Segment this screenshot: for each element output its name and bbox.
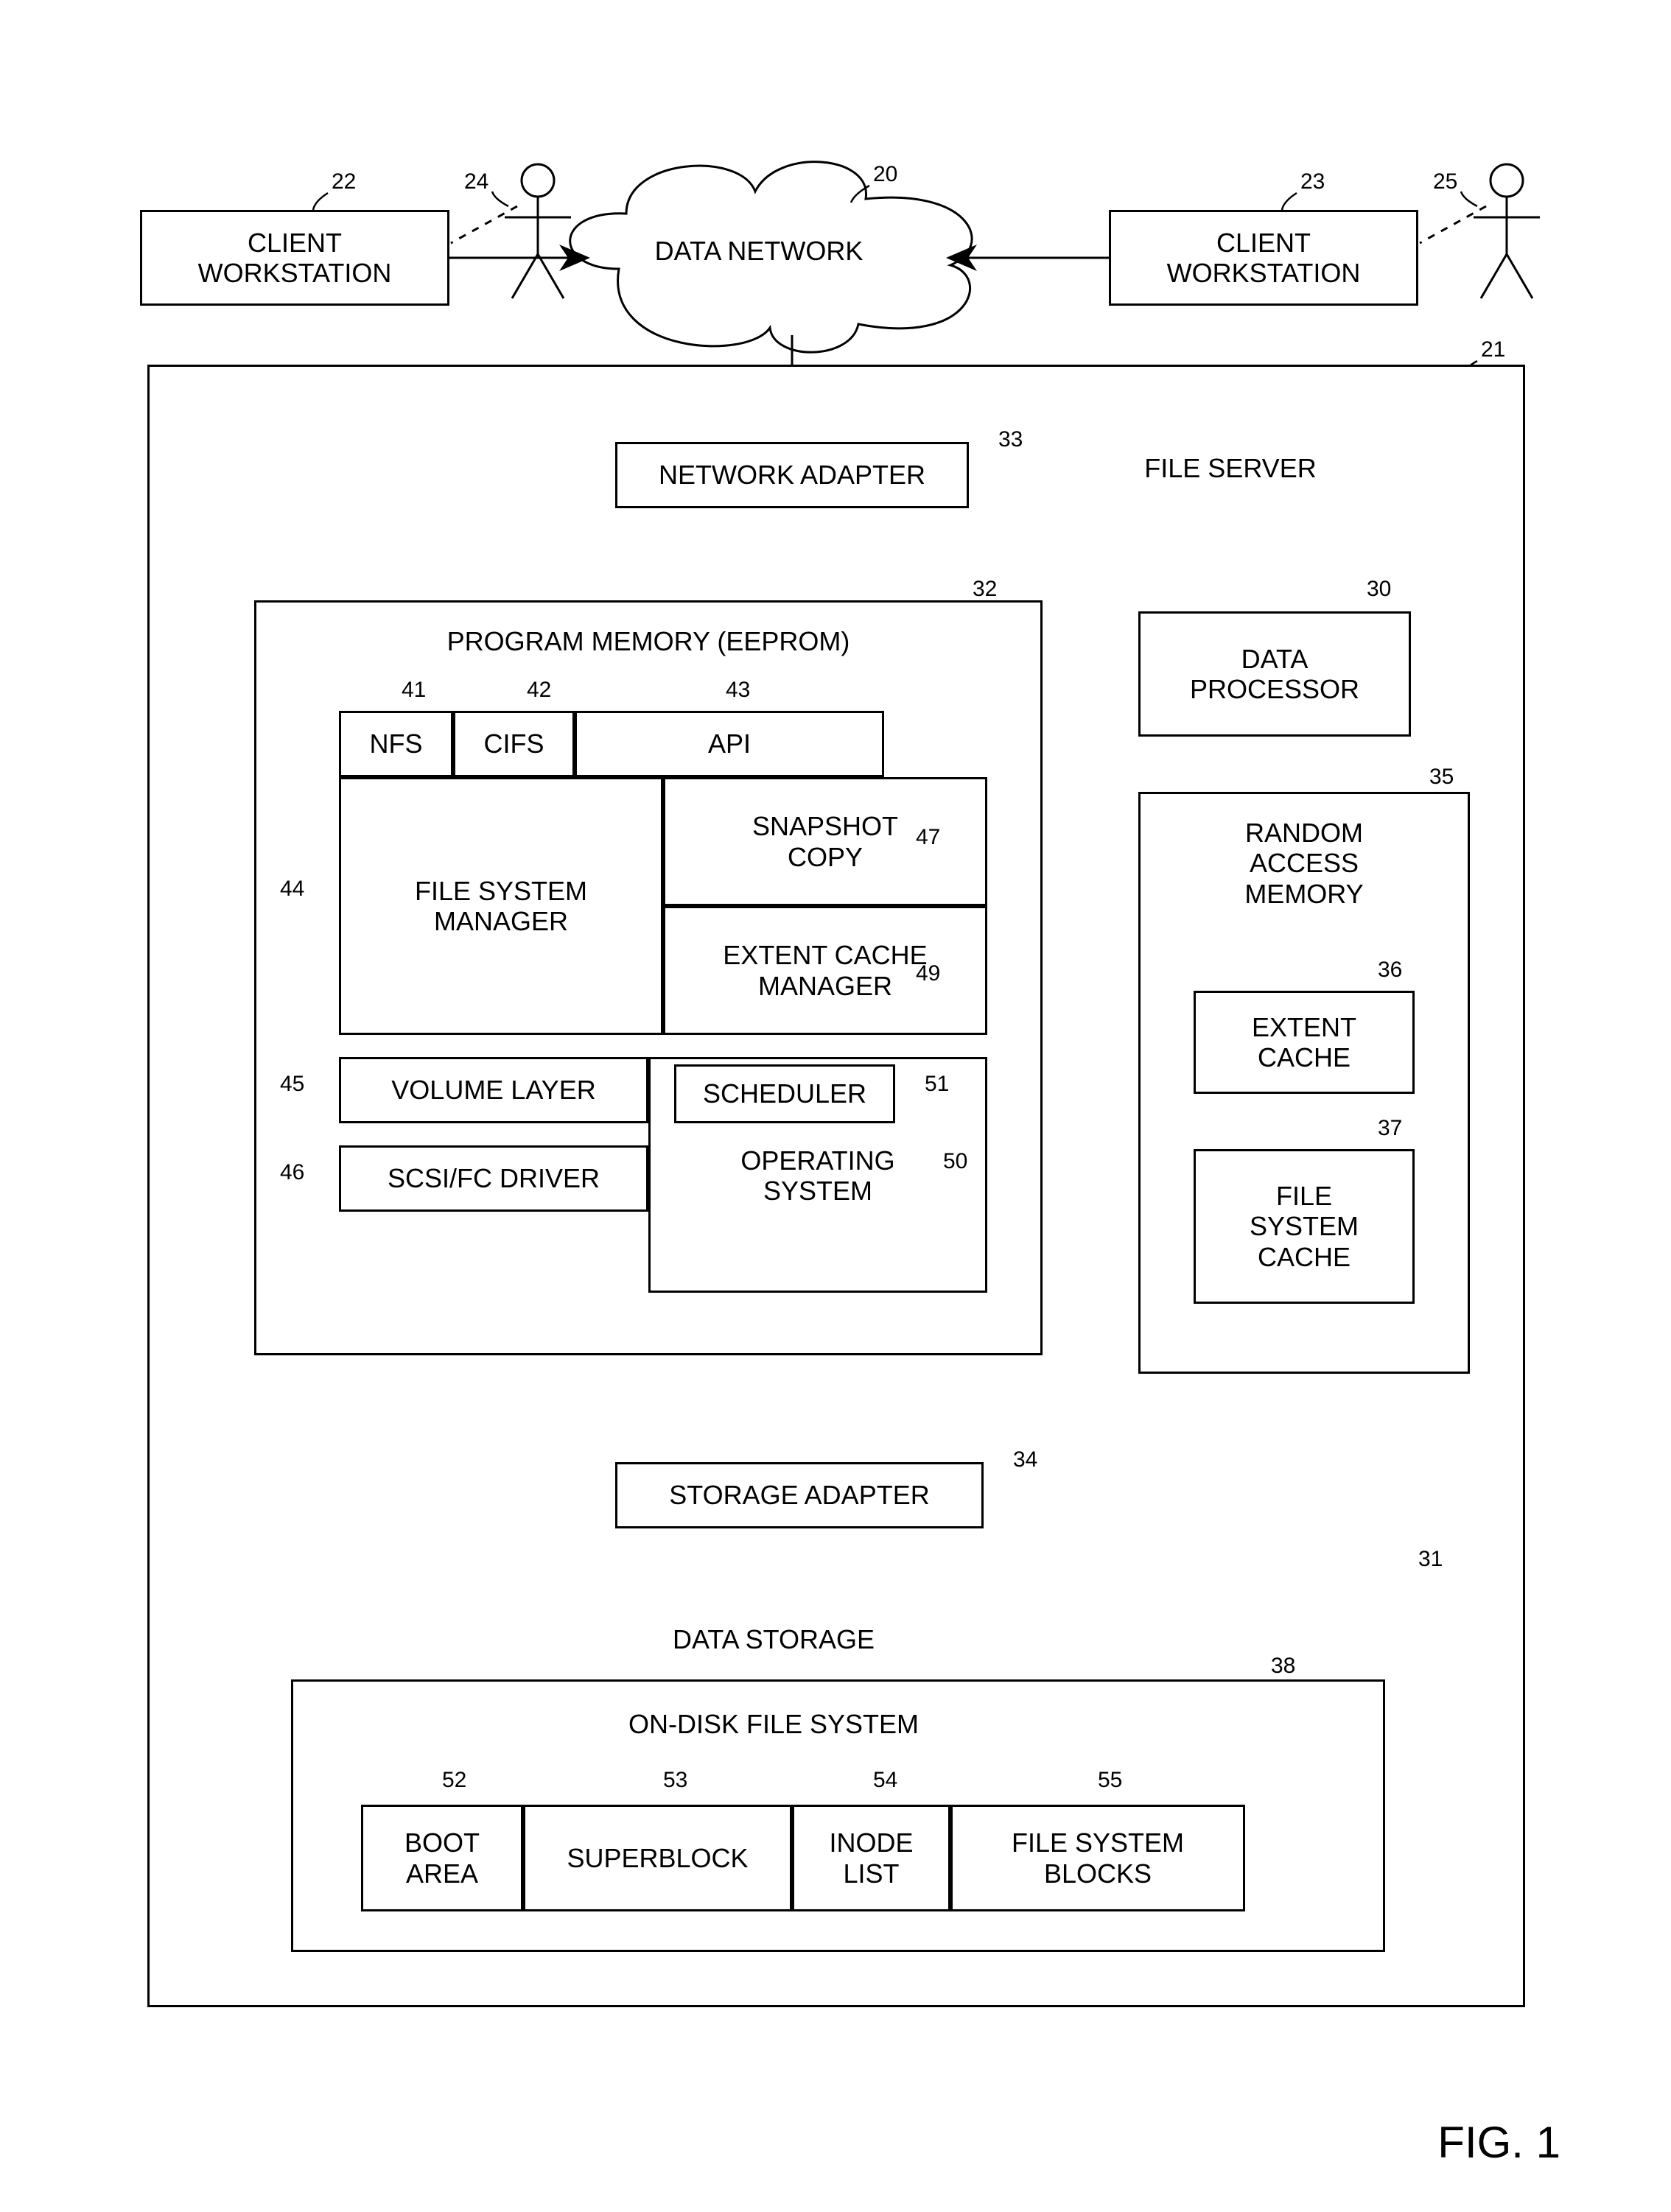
node-inode_list: INODELIST bbox=[792, 1805, 950, 1911]
refnum-22: 22 bbox=[332, 169, 356, 194]
refnum-41: 41 bbox=[402, 678, 426, 703]
label-data_network: DATA NETWORK bbox=[612, 236, 906, 266]
node-volume_layer: VOLUME LAYER bbox=[339, 1057, 648, 1123]
node-superblock: SUPERBLOCK bbox=[523, 1805, 792, 1911]
refnum-34: 34 bbox=[1013, 1447, 1037, 1472]
refnum-45: 45 bbox=[280, 1072, 304, 1097]
node-label: FILE SYSTEMMANAGER bbox=[415, 876, 587, 937]
node-boot_area: BOOTAREA bbox=[361, 1805, 523, 1911]
node-label: FILESYSTEMCACHE bbox=[1250, 1181, 1359, 1272]
refnum-tick bbox=[313, 193, 328, 210]
node-label: NETWORK ADAPTER bbox=[659, 460, 925, 490]
label-data_storage: DATA STORAGE bbox=[589, 1624, 958, 1654]
label-file_server: FILE SERVER bbox=[1083, 453, 1378, 483]
node-label: SCSI/FC DRIVER bbox=[388, 1163, 600, 1193]
refnum-tick bbox=[1461, 192, 1477, 206]
label-on_disk_title: ON-DISK FILE SYSTEM bbox=[516, 1709, 1031, 1739]
refnum-43: 43 bbox=[726, 678, 750, 703]
refnum-32: 32 bbox=[973, 577, 997, 602]
refnum-52: 52 bbox=[442, 1768, 466, 1793]
refnum-55: 55 bbox=[1098, 1768, 1122, 1793]
label-ram_title: RANDOMACCESSMEMORY bbox=[1164, 818, 1444, 909]
refnum-24: 24 bbox=[464, 169, 488, 194]
refnum-23: 23 bbox=[1300, 169, 1325, 194]
node-label: CIFS bbox=[483, 728, 544, 759]
figure-label: FIG. 1 bbox=[1437, 2117, 1560, 2168]
node-label: STORAGE ADAPTER bbox=[669, 1480, 929, 1510]
node-label: EXTENTCACHE bbox=[1252, 1012, 1356, 1073]
node-client_ws_right: CLIENTWORKSTATION bbox=[1109, 210, 1418, 306]
refnum-37: 37 bbox=[1378, 1116, 1402, 1141]
refnum-49: 49 bbox=[916, 961, 940, 986]
node-label: VOLUME LAYER bbox=[391, 1075, 595, 1105]
label-os_label: OPERATINGSYSTEM bbox=[678, 1145, 958, 1207]
refnum-tick bbox=[1282, 193, 1297, 210]
node-label: CLIENTWORKSTATION bbox=[198, 228, 392, 289]
refnum-47: 47 bbox=[916, 825, 940, 850]
node-label: FILE SYSTEMBLOCKS bbox=[1012, 1827, 1184, 1889]
node-scsi_fc: SCSI/FC DRIVER bbox=[339, 1145, 648, 1212]
label-prog_mem_title: PROGRAM MEMORY (EEPROM) bbox=[346, 626, 950, 656]
refnum-53: 53 bbox=[663, 1768, 687, 1793]
refnum-38: 38 bbox=[1271, 1654, 1295, 1679]
node-api: API bbox=[575, 711, 884, 777]
node-client_ws_left: CLIENTWORKSTATION bbox=[140, 210, 449, 306]
refnum-46: 46 bbox=[280, 1160, 304, 1185]
node-label: INODELIST bbox=[829, 1827, 913, 1889]
node-cifs: CIFS bbox=[453, 711, 575, 777]
node-fs_blocks: FILE SYSTEMBLOCKS bbox=[950, 1805, 1245, 1911]
node-fsm: FILE SYSTEMMANAGER bbox=[339, 777, 663, 1035]
refnum-20: 20 bbox=[873, 162, 897, 187]
node-label: NFS bbox=[370, 728, 423, 759]
node-nfs: NFS bbox=[339, 711, 453, 777]
refnum-42: 42 bbox=[527, 678, 551, 703]
refnum-25: 25 bbox=[1433, 169, 1457, 194]
refnum-33: 33 bbox=[998, 427, 1023, 452]
diagram-canvas: CLIENTWORKSTATION CLIENTWORKSTATION NETWOR… bbox=[0, 0, 1671, 2212]
node-fs_cache: FILESYSTEMCACHE bbox=[1194, 1149, 1415, 1304]
refnum-44: 44 bbox=[280, 877, 304, 902]
refnum-31: 31 bbox=[1418, 1547, 1443, 1572]
node-label: BOOTAREA bbox=[404, 1827, 480, 1889]
refnum-54: 54 bbox=[873, 1768, 897, 1793]
refnum-30: 30 bbox=[1367, 577, 1391, 602]
node-extent_cache: EXTENTCACHE bbox=[1194, 991, 1415, 1094]
node-data_processor: DATAPROCESSOR bbox=[1138, 611, 1411, 737]
refnum-tick bbox=[492, 192, 508, 206]
node-label: EXTENT CACHEMANAGER bbox=[723, 940, 927, 1001]
node-label: API bbox=[708, 728, 751, 759]
node-label: CLIENTWORKSTATION bbox=[1167, 228, 1361, 289]
node-label: SNAPSHOTCOPY bbox=[752, 811, 898, 872]
refnum-50: 50 bbox=[943, 1149, 967, 1174]
node-label: SUPERBLOCK bbox=[567, 1843, 748, 1873]
refnum-51: 51 bbox=[925, 1072, 949, 1097]
refnum-35: 35 bbox=[1429, 765, 1454, 790]
node-label: SCHEDULER bbox=[703, 1078, 866, 1109]
node-storage_adapter: STORAGE ADAPTER bbox=[615, 1462, 984, 1528]
node-label: DATAPROCESSOR bbox=[1190, 644, 1359, 705]
node-scheduler: SCHEDULER bbox=[674, 1064, 895, 1123]
refnum-21: 21 bbox=[1481, 337, 1505, 362]
refnum-36: 36 bbox=[1378, 958, 1402, 983]
node-network_adapter: NETWORK ADAPTER bbox=[615, 442, 969, 508]
